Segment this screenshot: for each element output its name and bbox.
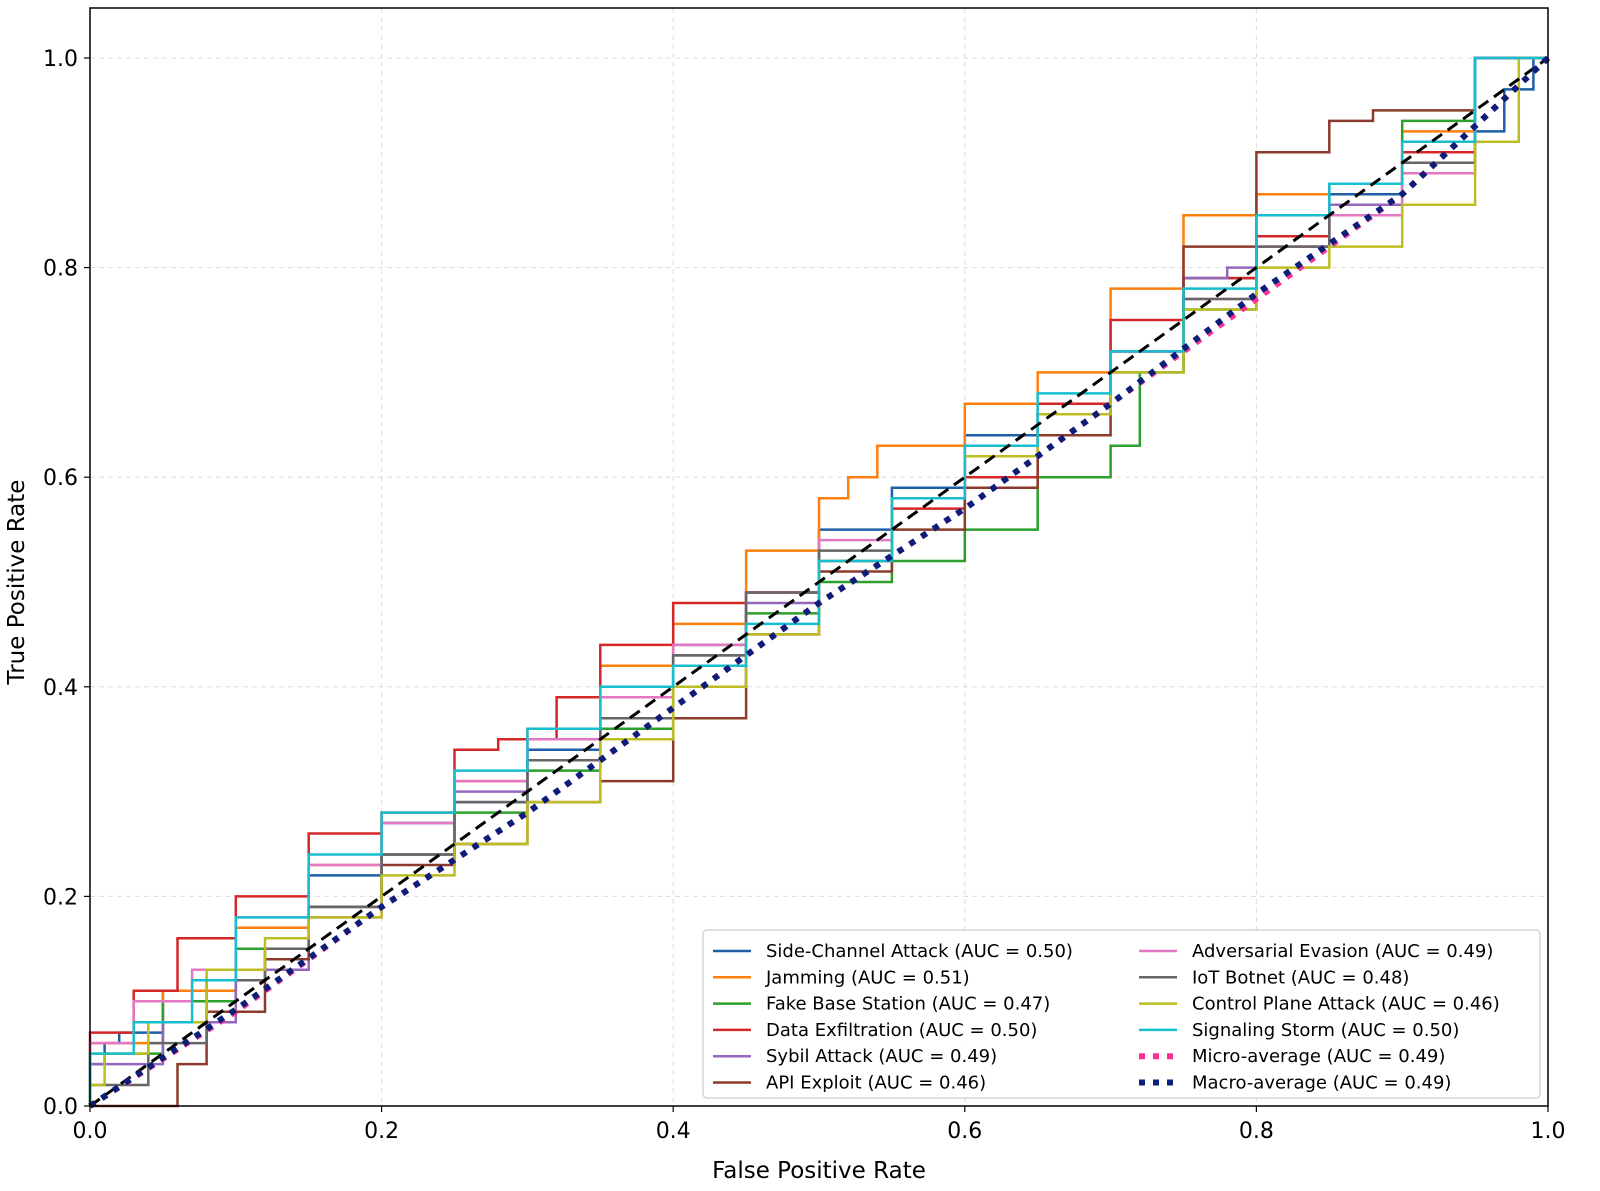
- y-tick-label: 0.8: [43, 257, 78, 282]
- x-tick-label: 1.0: [1531, 1119, 1566, 1144]
- legend-label: Jamming (AUC = 0.51): [765, 967, 970, 988]
- legend-label: Sybil Attack (AUC = 0.49): [766, 1046, 997, 1067]
- x-tick-label: 0.8: [1239, 1119, 1274, 1144]
- x-tick-label: 0.4: [656, 1119, 691, 1144]
- series-line-macro-average: [88, 55, 1551, 1109]
- legend-label: Macro-average (AUC = 0.49): [1192, 1073, 1451, 1094]
- y-axis-label: True Positive Rate: [4, 480, 30, 686]
- series-line-chance: [89, 56, 1549, 1108]
- x-axis-label: False Positive Rate: [712, 1158, 926, 1184]
- legend-label: Fake Base Station (AUC = 0.47): [766, 994, 1050, 1015]
- legend-label: Data Exfiltration (AUC = 0.50): [766, 1020, 1037, 1041]
- legend-label: API Exploit (AUC = 0.46): [766, 1073, 986, 1094]
- x-tick-label: 0.6: [947, 1119, 982, 1144]
- series-layer: [88, 55, 1551, 1109]
- legend-label: Control Plane Attack (AUC = 0.46): [1192, 994, 1500, 1015]
- axes-frame: [89, 7, 1549, 1107]
- series-line-signaling-storm: [88, 56, 1548, 1106]
- legend-label: Adversarial Evasion (AUC = 0.49): [1192, 941, 1493, 962]
- x-tick-label: 0.0: [73, 1119, 108, 1144]
- legend-label: Signaling Storm (AUC = 0.50): [1192, 1020, 1459, 1041]
- y-tick-label: 0.6: [43, 466, 78, 491]
- y-tick-label: 0.2: [43, 885, 78, 910]
- legend-label: Side-Channel Attack (AUC = 0.50): [766, 941, 1073, 962]
- axis-ticks: 0.0 0.2 0.4 0.6 0.8 1.0 0.0 0.2 0.4 0.6 0.8 1.0: [43, 47, 1566, 1144]
- x-tick-label: 0.2: [364, 1119, 399, 1144]
- legend-label: Micro-average (AUC = 0.49): [1192, 1046, 1445, 1067]
- legend-label: IoT Botnet (AUC = 0.48): [1192, 967, 1409, 988]
- y-tick-label: 0.0: [43, 1095, 78, 1120]
- y-tick-label: 1.0: [43, 47, 78, 72]
- y-tick-label: 0.4: [43, 676, 78, 701]
- legend-box: [702, 929, 1541, 1099]
- legend: Side-Channel Attack (AUC = 0.50) Jamming …: [702, 929, 1541, 1099]
